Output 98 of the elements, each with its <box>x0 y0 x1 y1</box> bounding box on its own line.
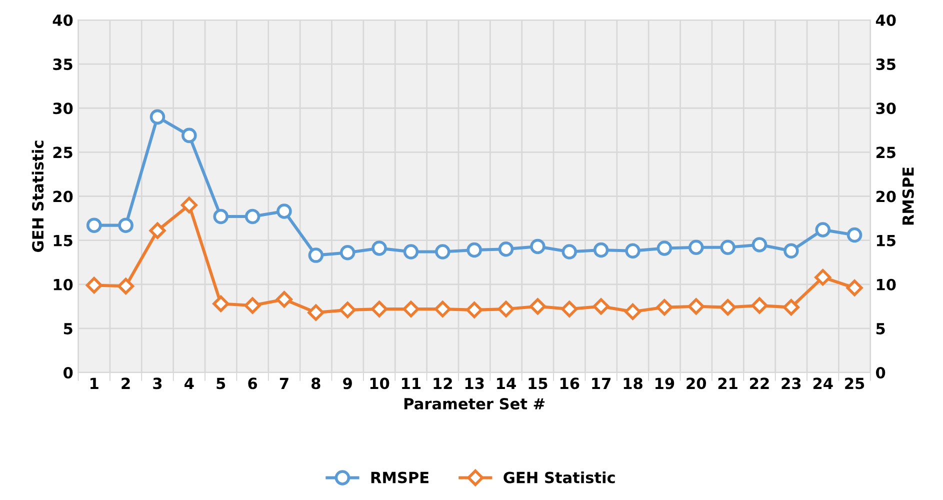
point <box>846 227 862 243</box>
x-tick-label: 11 <box>402 378 421 389</box>
point <box>372 240 387 256</box>
point <box>625 243 640 259</box>
x-tick-label: 23 <box>782 378 801 390</box>
point <box>244 208 260 224</box>
point <box>529 298 546 315</box>
point <box>720 299 736 316</box>
point <box>434 300 451 318</box>
x-tick-label: 22 <box>750 378 769 389</box>
y-tick-label: 15 <box>54 234 72 246</box>
point <box>371 300 388 318</box>
point <box>180 196 198 214</box>
point <box>688 298 704 315</box>
point <box>118 278 134 294</box>
point <box>403 244 419 260</box>
x-tick-label: 5 <box>216 378 226 390</box>
point <box>846 280 863 296</box>
x-tick-label: 16 <box>560 378 580 390</box>
point <box>308 304 324 321</box>
y2-tick-label: 30 <box>876 102 896 114</box>
point <box>276 204 292 219</box>
point <box>688 240 704 255</box>
x-tick-label: 15 <box>528 378 548 390</box>
x-tick-label: 20 <box>686 378 706 390</box>
point <box>149 222 166 239</box>
point <box>784 243 799 259</box>
point <box>751 297 768 314</box>
y-tick-label: 40 <box>52 14 73 26</box>
x-tick-label: 10 <box>370 378 390 390</box>
point <box>752 237 768 252</box>
point <box>562 244 578 260</box>
y-axis-title: GEH Statistic <box>32 140 44 252</box>
point <box>340 245 356 260</box>
legend-label: GEH Statistic <box>504 471 615 484</box>
x-tick-label: 21 <box>718 378 738 389</box>
point <box>466 242 482 258</box>
point <box>624 303 642 320</box>
point <box>592 298 610 315</box>
x-tick-label: 14 <box>497 378 516 389</box>
y-tick-label: 0 <box>64 366 73 379</box>
x-tick-label: 6 <box>248 378 258 390</box>
point <box>213 208 228 224</box>
point <box>814 269 832 286</box>
y2-tick-label: 10 <box>876 278 896 290</box>
point <box>561 300 578 318</box>
point <box>244 297 261 314</box>
x-tick-label: 24 <box>813 378 833 389</box>
x-tick-label: 25 <box>845 378 864 390</box>
y2-tick-label: 0 <box>876 366 886 379</box>
point <box>276 291 292 308</box>
point <box>118 218 134 233</box>
y2-tick-label: 35 <box>876 58 896 70</box>
x-tick-label: 4 <box>184 378 194 389</box>
point <box>593 242 609 258</box>
point <box>782 299 800 316</box>
x-tick-label: 7 <box>280 378 288 389</box>
x-tick-label: 19 <box>656 378 674 390</box>
x-tick-label: 17 <box>592 378 610 389</box>
x-tick-label: 1 <box>90 378 98 389</box>
y2-axis-title: RMSPE <box>902 168 914 225</box>
point <box>86 218 102 233</box>
y-tick-label: 10 <box>54 278 73 290</box>
y-tick-label: 5 <box>64 323 72 334</box>
legend-label: RMSPE <box>371 472 428 484</box>
y-tick-label: 20 <box>53 190 73 202</box>
y2-tick-label: 25 <box>876 146 896 158</box>
point <box>530 238 546 254</box>
x-tick-label: 8 <box>312 378 320 390</box>
y-tick-label: 35 <box>53 58 72 70</box>
point <box>212 296 230 312</box>
point <box>402 300 420 318</box>
point <box>308 248 324 263</box>
point <box>182 128 197 144</box>
x-tick-label: 12 <box>434 378 452 389</box>
point <box>498 241 514 257</box>
point <box>466 302 483 318</box>
point <box>656 299 673 316</box>
y2-tick-label: 5 <box>876 323 885 334</box>
point <box>339 302 356 318</box>
y-tick-label: 30 <box>53 102 73 114</box>
y2-tick-label: 40 <box>876 14 896 26</box>
point <box>720 240 736 255</box>
point <box>150 109 166 125</box>
x-tick-label: 13 <box>465 378 484 390</box>
y-tick-label: 25 <box>53 146 72 158</box>
point <box>815 222 830 238</box>
y2-tick-label: 20 <box>876 190 896 202</box>
x-tick-label: 18 <box>624 378 642 390</box>
point <box>498 300 514 318</box>
x-tick-label: 2 <box>122 378 130 389</box>
point <box>435 244 450 260</box>
x-tick-label: 3 <box>153 378 162 390</box>
x-tick-label: 9 <box>343 378 352 390</box>
point <box>656 240 672 256</box>
x-axis-title: Parameter Set # <box>404 398 545 410</box>
y2-tick-label: 15 <box>876 234 896 246</box>
point <box>86 276 102 294</box>
